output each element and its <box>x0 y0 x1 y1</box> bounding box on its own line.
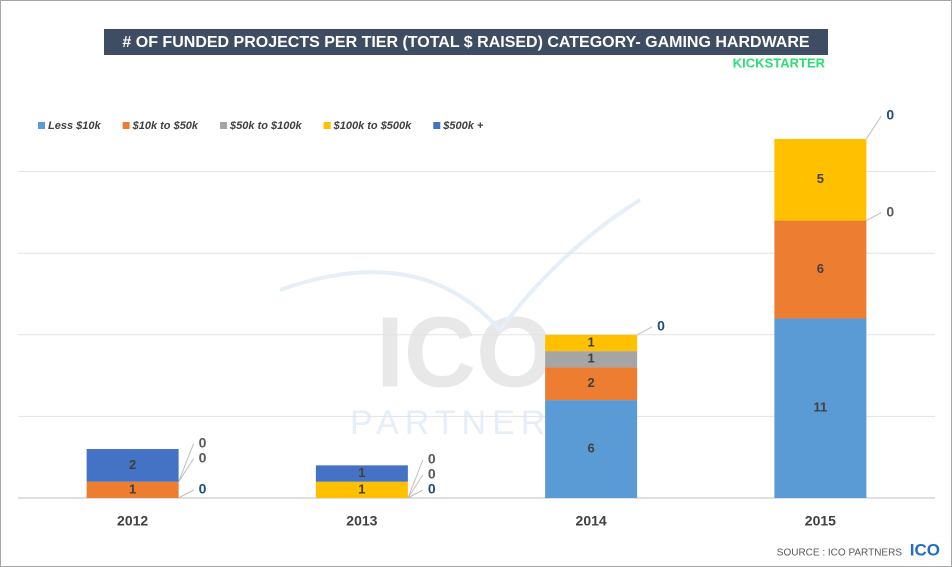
bar-segment <box>86 449 179 482</box>
watermark: ICO <box>376 296 554 408</box>
leader-line <box>636 326 653 336</box>
legend-marker <box>220 122 228 129</box>
data-label: 0 <box>886 203 894 219</box>
leader-line <box>865 115 882 140</box>
data-label: 11 <box>814 400 828 415</box>
data-label: 0 <box>199 449 207 465</box>
legend-marker <box>122 122 130 129</box>
decoration <box>279 198 642 334</box>
bar-segment <box>86 481 179 498</box>
data-label: 1 <box>588 351 595 366</box>
title-box <box>104 29 828 55</box>
source: SOURCE : ICO PARTNERS <box>777 548 903 559</box>
data-label: 0 <box>199 434 207 450</box>
data-label: 2 <box>588 375 595 390</box>
data-label: 6 <box>588 440 595 455</box>
legend-marker <box>433 122 441 129</box>
legend-label: $50k to $100k <box>229 120 302 132</box>
leader-line <box>178 489 194 499</box>
legend-label: $500k + <box>442 120 484 132</box>
bar-segment <box>774 318 867 498</box>
data-label: 5 <box>817 171 824 186</box>
logo: ICO <box>910 540 940 559</box>
data-label: 0 <box>428 481 436 497</box>
watermark: PARTNERS <box>350 404 580 442</box>
leader-line <box>866 212 882 222</box>
x-tick-label: 2012 <box>117 513 148 529</box>
bar-segment <box>545 367 638 401</box>
data-label: 0 <box>428 451 436 467</box>
leader-line <box>407 489 424 499</box>
brand: KICKSTARTER <box>733 55 826 70</box>
data-label: 0 <box>428 466 436 482</box>
x-tick-label: 2015 <box>805 513 836 529</box>
bar-segment <box>545 400 638 498</box>
data-label: 1 <box>588 334 595 349</box>
data-label: 0 <box>886 107 894 123</box>
data-label: 6 <box>817 261 824 276</box>
legend-marker <box>38 122 45 129</box>
data-label: 0 <box>657 318 665 334</box>
bar-segment <box>774 220 867 319</box>
leader-line <box>178 443 195 482</box>
data-label: 0 <box>199 481 207 497</box>
x-tick-label: 2013 <box>346 513 377 529</box>
bar-segment <box>545 334 638 352</box>
leader-line <box>407 459 424 499</box>
bar-segment <box>774 138 867 221</box>
data-label: 1 <box>129 481 136 496</box>
legend-label: Less $10k <box>48 120 101 132</box>
data-label: 2 <box>129 457 136 472</box>
data-label: 1 <box>358 465 365 480</box>
leader-line <box>178 458 195 482</box>
bar-segment <box>315 465 408 482</box>
data-label: 1 <box>358 481 365 496</box>
leader-line <box>407 474 424 499</box>
x-tick-label: 2014 <box>576 513 607 529</box>
chart-title: # OF FUNDED PROJECTS PER TIER (TOTAL $ R… <box>122 34 809 51</box>
legend-label: $10k to $50k <box>132 120 199 132</box>
legend-label: $100k to $500k <box>333 120 413 132</box>
legend-marker <box>323 122 331 129</box>
bar-segment <box>315 481 408 498</box>
bar-segment <box>545 351 638 368</box>
